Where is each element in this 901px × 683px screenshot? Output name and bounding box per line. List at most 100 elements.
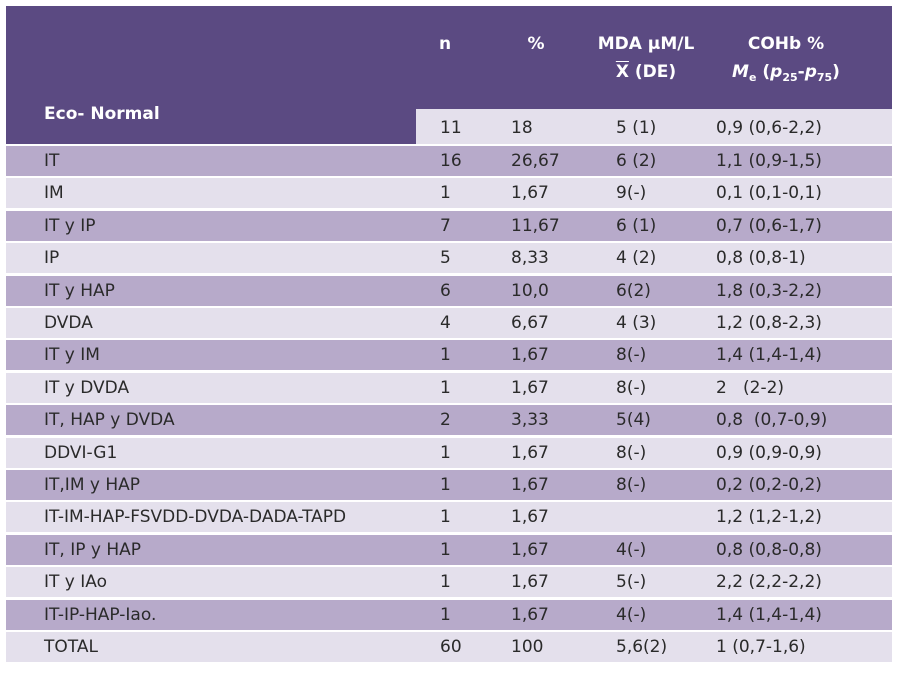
header-mda-line1: MDA µM/L [597,34,695,54]
cell-percent: 100 [511,637,544,657]
cell-mda: 4 (3) [616,313,657,333]
cell-percent: 26,67 [511,151,560,171]
header-mda-de: (DE) [628,62,677,82]
cell-mda: 6 (1) [616,215,657,236]
cell-cohb: 0,9 (0,6-2,2) [716,118,822,138]
cell-cohb: 2 (2-2) [716,377,785,398]
cell-n: 60 [440,637,462,657]
header-cohb-paren-close: ) [832,62,840,82]
cell-mda: 4(-) [616,604,647,625]
cell-label: IT y IM [44,345,100,366]
cell-percent: 3,33 [511,410,549,431]
cell-percent: 1,67 [511,507,549,528]
table-header: n % MDA µM/L X (DE) COHb % Me (p25-p75) [6,6,892,109]
header-cohb-p2-sub: 75 [816,71,833,84]
cell-label: IT y DVDA [44,377,130,398]
cell-n: 1 [440,442,451,463]
cell-n: 1 [440,507,451,528]
cell-cohb: 0,9 (0,9-0,9) [716,442,822,463]
cell-mda: 4(-) [616,539,647,560]
cell-label: IM [44,183,64,204]
header-cohb-paren-open: ( [756,62,771,82]
cell-label: IT y IAo [44,572,108,593]
header-percent: % [527,34,545,54]
cell-percent: 1,67 [511,345,549,366]
cell-percent: 11,67 [511,215,560,236]
cell-n: 2 [440,410,451,431]
cell-percent: 10,0 [511,280,549,301]
cell-percent: 6,67 [511,313,549,333]
cell-cohb: 1,4 (1,4-1,4) [716,604,822,625]
cell-n: 4 [440,313,451,333]
table-row: DDVI-G1 1 1,67 8(-) 0,9 (0,9-0,9) [6,437,892,468]
cell-mda: 5(4) [616,410,651,431]
header-n: n [438,34,452,54]
table-row: IT,IM y HAP 1 1,67 8(-) 0,2 (0,2-0,2) [6,470,892,500]
cell-n: 1 [440,183,451,204]
cell-percent: 1,67 [511,572,549,593]
row-label-eco-normal: Eco- Normal [6,106,416,144]
table-row: IT 16 26,67 6 (2) 1,1 (0,9-1,5) [6,146,892,176]
cell-cohb: 0,2 (0,2-0,2) [716,475,822,495]
cell-mda: 5(-) [616,572,647,593]
header-mda: MDA µM/L X (DE) [586,34,706,82]
cell-cohb: 1,2 (0,8-2,3) [716,313,822,333]
header-cohb-dash: - [797,62,805,82]
cell-percent: 1,67 [511,604,549,625]
table-row: IT y IP 7 11,67 6 (1) 0,7 (0,6-1,7) [6,210,892,241]
cell-mda: 8(-) [616,377,647,398]
table-row: IT, HAP y DVDA 2 3,33 5(4) 0,8 (0,7-0,9) [6,405,892,436]
table-row: IP 5 8,33 4 (2) 0,8 (0,8-1) [6,243,892,274]
cell-mda: 5,6(2) [616,637,668,657]
cell-cohb: 1,8 (0,3-2,2) [716,280,822,301]
header-cohb-p1: p [770,62,783,82]
cell-n: 1 [440,475,451,495]
cell-mda: 8(-) [616,475,647,495]
cell-percent: 8,33 [511,248,549,269]
header-mda-mean: X [615,62,629,82]
cell-n: 11 [440,118,462,138]
cell-label: IT, HAP y DVDA [44,410,175,431]
cell-percent: 1,67 [511,377,549,398]
cell-n: 1 [440,572,451,593]
cell-label: TOTAL [44,637,98,657]
cell-mda: 9(-) [616,183,647,204]
header-cohb-line2: Me (p25-p75) [711,62,861,84]
table-row: DVDA 4 6,67 4 (3) 1,2 (0,8-2,3) [6,308,892,338]
cell-mda: 6(2) [616,280,651,301]
table-row: IT y IAo 1 1,67 5(-) 2,2 (2,2-2,2) [6,567,892,598]
cell-label: IT [44,151,60,171]
cell-n: 7 [440,215,451,236]
table-row: IT, IP y HAP 1 1,67 4(-) 0,8 (0,8-0,8) [6,534,892,565]
cell-cohb: 1,4 (1,4-1,4) [716,345,822,366]
header-cohb-m: M [732,62,749,82]
cell-n: 16 [440,151,462,171]
header-cohb-e: e [748,71,757,84]
header-cohb-p1-sub: 25 [782,71,798,84]
cell-percent: 1,67 [511,183,549,204]
cell-n: 5 [440,248,451,269]
table-row: IM 1 1,67 9(-) 0,1 (0,1-0,1) [6,178,892,209]
header-cohb: COHb % Me (p25-p75) [711,34,861,84]
cell-cohb: 0,1 (0,1-0,1) [716,183,822,204]
cell-mda: 8(-) [616,345,647,366]
cell-mda: 4 (2) [616,248,657,269]
table-row: IT y DVDA 1 1,67 8(-) 2 (2-2) [6,372,892,403]
cell-label: IT y HAP [44,280,115,301]
cell-cohb: 0,8 (0,7-0,9) [716,410,828,431]
cell-cohb: 0,7 (0,6-1,7) [716,215,822,236]
cell-label: IT-IM-HAP-FSVDD-DVDA-DADA-TAPD [44,507,347,528]
table-row-first: 11 18 5 (1) 0,9 (0,6-2,2) [416,109,892,144]
cell-mda: 8(-) [616,442,647,463]
cell-cohb: 1 (0,7-1,6) [716,637,806,657]
cell-label: IT y IP [44,215,96,236]
cell-cohb: 1,1 (0,9-1,5) [716,151,822,171]
cell-n: 1 [440,377,451,398]
data-table: n % MDA µM/L X (DE) COHb % Me (p25-p75) … [6,6,892,669]
cell-mda: 6 (2) [616,151,657,171]
cell-label: DVDA [44,313,93,333]
cell-cohb: 0,8 (0,8-1) [716,248,806,269]
table-row: IT y IM 1 1,67 8(-) 1,4 (1,4-1,4) [6,340,892,371]
cell-percent: 1,67 [511,539,549,560]
cell-cohb: 2,2 (2,2-2,2) [716,572,822,593]
